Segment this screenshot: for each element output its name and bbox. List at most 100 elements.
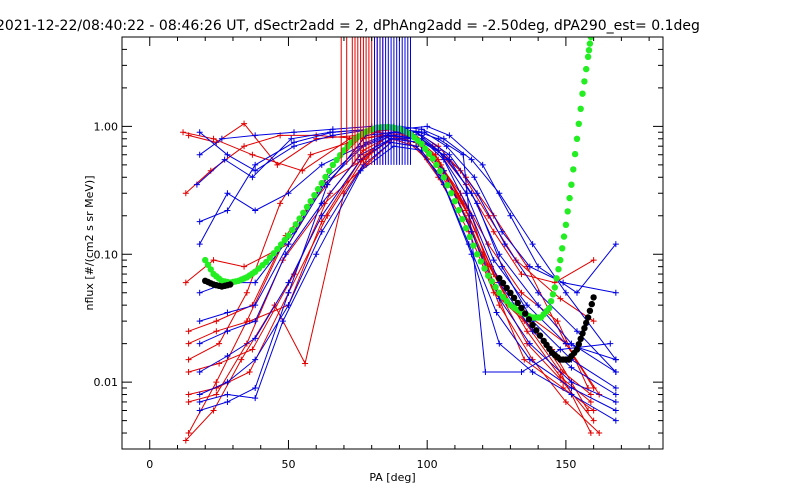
data-point: [252, 302, 259, 309]
fit-point-green: [547, 298, 555, 305]
data-point: [185, 340, 192, 347]
data-point: [524, 328, 531, 335]
series-line-blue-22: [199, 131, 611, 411]
data-point: [313, 132, 320, 139]
data-point: [612, 384, 619, 391]
data-point: [224, 398, 231, 405]
plot-frame: [121, 36, 664, 450]
y-tick-label: 0.10: [94, 248, 119, 261]
fit-point-black: [499, 279, 507, 287]
data-point: [587, 391, 594, 398]
fit-point-black: [224, 282, 231, 289]
series-line-red-2: [185, 128, 589, 389]
data-point: [196, 151, 203, 158]
data-point: [499, 263, 506, 270]
fit-point-green: [322, 173, 329, 181]
data-point: [224, 353, 231, 360]
fit-point-green: [314, 185, 322, 193]
fit-point-green: [333, 156, 340, 164]
fit-point-green: [436, 167, 444, 175]
data-point: [196, 391, 203, 398]
data-point: [612, 407, 619, 414]
data-point: [285, 190, 292, 197]
data-point: [518, 271, 525, 278]
data-point: [241, 263, 248, 270]
fit-point-green: [433, 161, 440, 168]
fit-point-green: [562, 221, 570, 228]
data-point: [246, 369, 253, 376]
fit-point-green: [573, 135, 581, 142]
fit-point-green: [451, 198, 459, 205]
fit-point-black: [554, 354, 561, 361]
data-point: [213, 318, 220, 325]
fit-point-black: [581, 325, 588, 332]
fit-point-green: [564, 208, 571, 215]
data-point: [185, 328, 192, 335]
data-point: [590, 417, 597, 424]
fit-point-green: [240, 275, 248, 282]
fit-point-black: [571, 349, 578, 357]
fit-point-green: [473, 251, 481, 258]
fit-point-black: [546, 345, 553, 352]
data-point: [243, 289, 250, 296]
data-point: [318, 218, 325, 225]
data-point: [182, 279, 189, 286]
fit-point-black: [575, 341, 582, 348]
data-point: [318, 212, 325, 219]
fit-point-green: [496, 289, 503, 296]
fit-point-green: [326, 167, 333, 175]
data-point: [241, 143, 248, 150]
data-point: [357, 167, 364, 174]
data-point: [285, 241, 292, 248]
series-line-red-8: [185, 134, 589, 441]
data-point: [210, 135, 217, 142]
data-point: [474, 190, 481, 197]
x-tick-label: 150: [555, 458, 576, 471]
fit-point-green: [470, 242, 477, 249]
series-line-blue-15: [199, 134, 617, 373]
fit-point-green: [455, 207, 462, 214]
fit-point-green: [204, 261, 212, 268]
data-point: [291, 139, 298, 146]
data-point: [185, 132, 192, 139]
fit-point-black: [586, 307, 594, 314]
data-point: [612, 417, 619, 424]
fit-point-black: [496, 275, 503, 282]
data-point: [224, 207, 231, 214]
data-point: [471, 174, 478, 181]
data-point: [249, 346, 256, 353]
data-point: [585, 407, 592, 414]
data-point: [446, 132, 453, 139]
data-point: [224, 190, 231, 197]
data-point: [468, 156, 475, 163]
data-point: [440, 135, 447, 142]
data-point: [535, 302, 542, 309]
data-point: [573, 328, 580, 335]
fit-point-green: [553, 275, 560, 282]
y-axis-label: nflux [#/(cm2 s sr MeV)]: [83, 176, 96, 311]
y-tick-label: 0.01: [94, 376, 119, 389]
data-point: [518, 289, 525, 296]
fit-point-green: [466, 233, 473, 241]
data-point: [446, 156, 453, 163]
series-line-red-6: [188, 141, 594, 421]
data-point: [252, 335, 259, 342]
data-point: [526, 263, 533, 270]
fit-point-green: [266, 254, 274, 261]
fit-point-green: [566, 194, 573, 202]
data-point: [224, 309, 231, 316]
data-point: [318, 228, 325, 235]
data-point: [496, 340, 503, 347]
fit-point-green: [543, 308, 550, 315]
fit-point-green: [535, 314, 542, 321]
data-point: [557, 346, 564, 353]
data-point: [210, 257, 217, 264]
series-line-blue-18: [199, 138, 617, 395]
data-point: [302, 360, 309, 367]
series-blue-vline: [374, 37, 411, 165]
data-point: [218, 135, 225, 142]
data-point: [612, 241, 619, 248]
fit-point-green: [555, 266, 562, 273]
data-point: [562, 340, 569, 347]
